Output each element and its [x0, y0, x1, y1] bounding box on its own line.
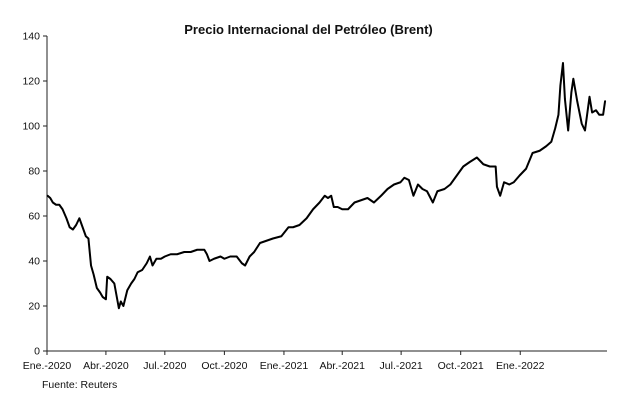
x-tick-label: Oct.-2020: [201, 360, 247, 372]
x-tick-label: Abr.-2020: [83, 360, 129, 372]
x-tick-label: Ene.-2021: [260, 360, 309, 372]
x-tick-label: Oct.-2021: [438, 360, 484, 372]
y-tick-label: 20: [28, 301, 40, 313]
y-tick-label: 140: [22, 31, 40, 43]
y-tick-label: 80: [28, 166, 40, 178]
x-tick-label: Ene.-2020: [23, 360, 72, 372]
series-layer: [46, 62, 607, 310]
series-line: [46, 62, 607, 310]
y-tick-label: 0: [34, 346, 40, 358]
x-axis: Ene.-2020 Abr.-2020 Jul.-2020 Oct.-2020 Ene.…: [23, 350, 607, 372]
x-tick-label: Abr.-2021: [319, 360, 365, 372]
x-tick-label: Jul.-2021: [380, 360, 423, 372]
chart-title: Precio Internacional del Petróleo (Brent…: [184, 22, 433, 37]
x-tick-label: Jul.-2020: [143, 360, 186, 372]
y-tick-label: 100: [22, 121, 40, 133]
x-tick-label: Ene.-2022: [496, 360, 545, 372]
y-tick-label: 120: [22, 76, 40, 88]
source-note: Fuente: Reuters: [42, 379, 118, 391]
y-tick-label: 60: [28, 211, 40, 223]
y-tick-label: 40: [28, 256, 40, 268]
y-axis: 0 20 40 60 80 100 120 140: [22, 31, 48, 358]
